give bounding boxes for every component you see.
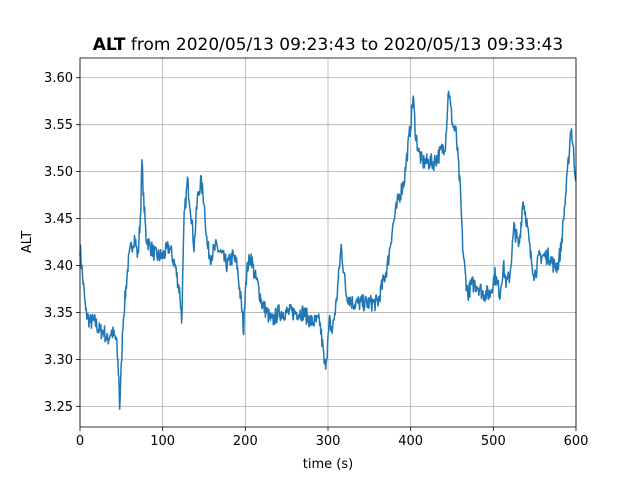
x-tick-label: 100 xyxy=(150,434,175,449)
chart-title-rest: from 2020/05/13 09:23:43 to 2020/05/13 0… xyxy=(126,35,564,55)
y-tick-label: 3.60 xyxy=(44,71,73,86)
x-tick-label: 500 xyxy=(481,434,506,449)
y-tick-label: 3.45 xyxy=(44,212,73,227)
y-axis-label: ALT xyxy=(20,231,35,253)
x-tick-label: 400 xyxy=(398,434,423,449)
y-tick-label: 3.25 xyxy=(44,400,73,415)
x-axis-label: time (s) xyxy=(303,457,353,472)
x-tick-label: 0 xyxy=(76,434,84,449)
alt-series-line xyxy=(79,90,577,410)
grid xyxy=(79,58,577,427)
y-axis-ticks: 3.25 3.30 3.35 3.40 3.45 3.50 3.55 3.60 xyxy=(44,71,80,415)
y-tick-label: 3.40 xyxy=(44,259,73,274)
y-tick-label: 3.50 xyxy=(44,165,73,180)
y-tick-label: 3.55 xyxy=(44,118,73,133)
chart-title: ALT from 2020/05/13 09:23:43 to 2020/05/… xyxy=(93,35,564,55)
x-tick-label: 200 xyxy=(233,434,258,449)
x-tick-label: 300 xyxy=(316,434,341,449)
data-series xyxy=(79,90,577,410)
x-tick-label: 600 xyxy=(564,434,589,449)
chart-title-bold: ALT xyxy=(93,35,126,55)
x-axis-ticks: 0 100 200 300 400 500 600 xyxy=(76,427,589,449)
y-tick-label: 3.30 xyxy=(44,353,73,368)
y-tick-label: 3.35 xyxy=(44,306,73,321)
